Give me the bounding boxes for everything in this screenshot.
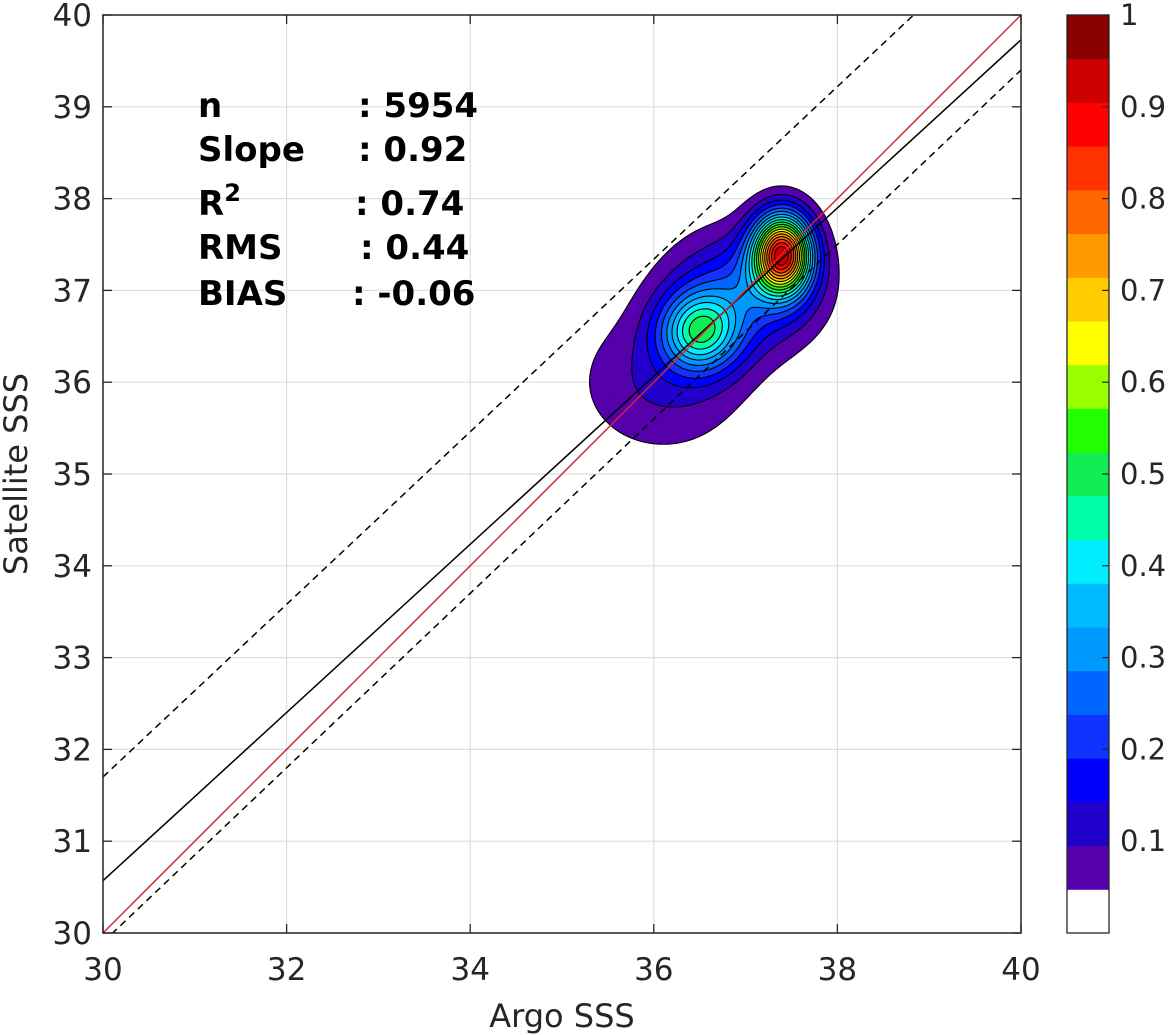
contour-line xyxy=(666,210,816,366)
contour-line xyxy=(646,199,825,389)
y-tick-label: 39 xyxy=(53,90,92,126)
colorbar-swatch xyxy=(1067,321,1109,366)
y-tick-label: 38 xyxy=(53,182,92,218)
colorbar-swatch xyxy=(1067,102,1109,147)
colorbar-swatch xyxy=(1067,408,1109,453)
colorbar-swatch xyxy=(1067,583,1109,628)
stat-superscript: 2 xyxy=(224,179,241,207)
axis-ticks xyxy=(102,14,1022,934)
y-tick-label: 32 xyxy=(53,732,92,768)
colorbar-swatch xyxy=(1067,714,1109,759)
upper-bound-line xyxy=(103,15,915,778)
x-tick-label: 38 xyxy=(818,952,857,988)
stats-annotation: n : 5954 Slope : 0.92 R2 : 0.74 RMS : 0.44 BIAS:… xyxy=(198,86,478,314)
stat-label: R2 xyxy=(198,179,241,224)
colorbar-swatch xyxy=(1067,277,1109,322)
stat-label: n xyxy=(198,86,222,126)
colorbar-swatch xyxy=(1067,758,1109,803)
colorbar-swatch xyxy=(1067,146,1109,191)
contour-line xyxy=(688,221,808,343)
y-tick-label: 35 xyxy=(53,457,92,493)
fit-line xyxy=(103,39,1021,882)
colorbar-tick-label: 0.9 xyxy=(1120,90,1166,124)
colorbar-tick-label: 0.5 xyxy=(1120,457,1166,491)
y-axis-label: Satellite SSS xyxy=(0,373,35,575)
colorbar-swatch xyxy=(1067,845,1109,890)
y-tick-label: 36 xyxy=(53,365,92,401)
y-tick-label: 34 xyxy=(53,549,92,585)
colorbar-swatch xyxy=(1067,189,1109,235)
x-tick-label: 32 xyxy=(267,952,306,988)
colorbar-swatch xyxy=(1067,233,1109,278)
x-tick-label: 36 xyxy=(634,952,673,988)
colorbar-swatch xyxy=(1067,889,1109,934)
colorbar-swatch xyxy=(1067,801,1109,847)
contour-line xyxy=(681,219,810,350)
contour-line xyxy=(766,236,797,277)
x-tick-label: 30 xyxy=(83,952,122,988)
contour-line xyxy=(764,233,799,280)
colorbar-swatch xyxy=(1067,539,1109,584)
y-tick-label: 30 xyxy=(53,916,92,952)
contour-line xyxy=(631,194,831,408)
x-tick-label: 34 xyxy=(450,952,489,988)
x-tick-labels: 30 32 34 36 38 40 xyxy=(83,952,1040,988)
stat-label: RMS xyxy=(198,228,283,268)
colorbar: 0.1 0.2 0.3 0.4 0.5 0.6 0.7 0.8 0.9 1 xyxy=(1066,0,1166,934)
contour-line xyxy=(758,226,804,288)
y-tick-label: 31 xyxy=(53,824,92,860)
colorbar-swatch xyxy=(1067,58,1109,103)
colorbar-tick-label: 0.4 xyxy=(1120,549,1166,583)
colorbar-tick-label: 0.3 xyxy=(1120,641,1166,675)
colorbar-swatch xyxy=(1067,670,1109,715)
colorbar-swatch xyxy=(1067,627,1109,672)
colorbar-swatch xyxy=(1067,495,1109,541)
x-axis-label: Argo SSS xyxy=(489,997,634,1035)
colorbar-tick-label: 0.2 xyxy=(1120,732,1166,766)
colorbar-tick-label: 0.7 xyxy=(1120,273,1166,307)
stat-label: BIAS xyxy=(198,274,287,314)
stat-label: Slope xyxy=(198,130,305,170)
colorbar-tick-label: 0.6 xyxy=(1120,365,1166,399)
y-tick-labels: 30 31 32 33 34 35 36 37 38 39 40 xyxy=(53,0,92,952)
y-tick-label: 33 xyxy=(53,641,92,677)
y-tick-label: 40 xyxy=(53,0,92,34)
y-tick-label: 37 xyxy=(53,273,92,309)
colorbar-tick-label: 0.8 xyxy=(1120,182,1166,216)
reference-lines xyxy=(103,15,1021,933)
contour-line xyxy=(676,216,812,356)
stat-value: : 0.92 xyxy=(358,130,467,170)
colorbar-tick-label: 1 xyxy=(1120,0,1138,32)
stat-value: : -0.06 xyxy=(352,274,475,314)
grid xyxy=(102,14,1022,934)
colorbar-tick-label: 0.1 xyxy=(1120,824,1166,858)
stat-value: : 0.44 xyxy=(360,228,469,268)
one-to-one-line xyxy=(103,15,1021,933)
colorbar-swatch xyxy=(1067,364,1109,409)
x-tick-label: 40 xyxy=(1001,952,1040,988)
stat-value: : 5954 xyxy=(358,86,478,126)
contour-line xyxy=(589,185,840,445)
stat-value: : 0.74 xyxy=(355,184,464,224)
colorbar-swatch xyxy=(1067,15,1109,60)
